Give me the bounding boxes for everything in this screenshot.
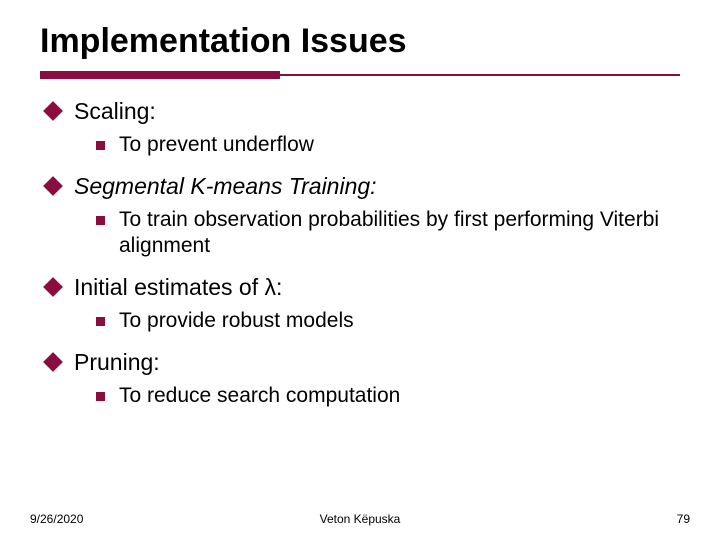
list-subitem-label: To provide robust models <box>119 308 354 334</box>
list-subitem-label: To reduce search computation <box>119 383 400 409</box>
square-bullet-icon <box>96 392 105 401</box>
list-item-label: Scaling: <box>74 97 156 126</box>
list-subitem: To reduce search computation <box>96 383 680 409</box>
diamond-bullet-icon <box>43 176 63 196</box>
list-item: Pruning: <box>46 348 680 377</box>
list-item-label: Initial estimates of λ: <box>74 273 282 302</box>
list-item: Segmental K-means Training: <box>46 172 680 201</box>
list-subitem: To prevent underflow <box>96 132 680 158</box>
rule-thin <box>280 74 680 76</box>
diamond-bullet-icon <box>43 101 63 121</box>
footer-author: Veton Këpuska <box>0 512 720 526</box>
list-item-label: Segmental K-means Training: <box>74 172 377 201</box>
list-subitem: To train observation probabilities by fi… <box>96 207 680 260</box>
diamond-bullet-icon <box>43 352 63 372</box>
rule-thick <box>40 71 280 79</box>
square-bullet-icon <box>96 141 105 150</box>
slide-title: Implementation Issues <box>40 22 680 61</box>
list-item-label: Pruning: <box>74 348 160 377</box>
list-subitem-label: To prevent underflow <box>119 132 314 158</box>
footer-date: 9/26/2020 <box>30 512 83 526</box>
list-item: Scaling: <box>46 97 680 126</box>
footer-page: 79 <box>677 512 690 526</box>
list-subitem-label: To train observation probabilities by fi… <box>119 207 680 260</box>
content: Scaling: To prevent underflow Segmental … <box>40 97 680 409</box>
title-rule <box>40 71 680 79</box>
list-subitem: To provide robust models <box>96 308 680 334</box>
diamond-bullet-icon <box>43 277 63 297</box>
slide: Implementation Issues Scaling: To preven… <box>0 0 720 540</box>
list-item: Initial estimates of λ: <box>46 273 680 302</box>
footer: 9/26/2020 Veton Këpuska 79 <box>0 512 720 526</box>
square-bullet-icon <box>96 216 105 225</box>
square-bullet-icon <box>96 317 105 326</box>
